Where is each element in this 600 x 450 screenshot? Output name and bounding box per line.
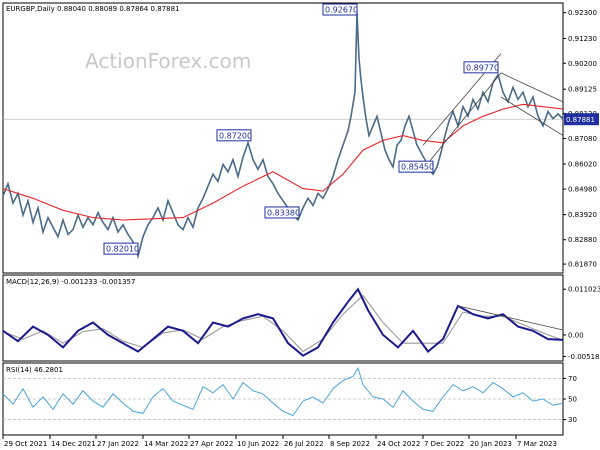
main-y-tick-label: 0.91230 xyxy=(568,35,597,43)
annotation-label: 0.92670 xyxy=(325,6,358,15)
macd-panel-label: MACD(12,26,9) -0.001233 -0.001357 xyxy=(6,278,135,286)
macd-y-tick-label: -0.005182 xyxy=(568,353,600,361)
current-price-box xyxy=(564,113,599,126)
annotation-label: 0.82010 xyxy=(106,245,139,254)
annotation-box xyxy=(463,61,499,74)
x-tick-label: 29 Oct 2021 xyxy=(4,440,47,448)
current-price-label: 0.87881 xyxy=(566,116,595,124)
rsi-y-tick-label: 50 xyxy=(568,396,577,404)
rsi-line xyxy=(2,366,564,417)
x-tick-label: 10 Jun 2022 xyxy=(237,440,279,448)
annotation-label: 0.87200 xyxy=(219,131,252,140)
moving-average-line xyxy=(2,103,564,221)
x-tick-label: 14 Mar 2022 xyxy=(144,440,188,448)
macd-signal-line xyxy=(2,294,564,353)
annotation-box xyxy=(216,129,252,142)
rsi-plot-area xyxy=(2,366,564,420)
price-series xyxy=(2,12,564,259)
x-tick-label: 27 Jan 2022 xyxy=(97,440,139,448)
main-y-tick-label: 0.83920 xyxy=(568,211,597,219)
main-plot-area: 0.92670 0.89770 0.87200 0.85450 0.83380 0.820… xyxy=(2,3,599,259)
channel-line xyxy=(500,72,564,103)
annotation-box xyxy=(103,242,139,255)
rsi-y-tick-label: 70 xyxy=(568,375,577,383)
x-tick-label: 14 Dec 2021 xyxy=(51,440,96,448)
channel-line xyxy=(422,72,502,170)
x-tick-label: 7 Mar 2023 xyxy=(517,440,557,448)
main-panel-frame xyxy=(2,2,564,274)
macd-line xyxy=(2,287,564,357)
macd-y-axis: 0.011023 0.00 -0.005182 xyxy=(563,286,600,361)
rsi-y-tick-label: 30 xyxy=(568,416,577,424)
x-tick-label: 26 Jul 2022 xyxy=(284,440,324,448)
annotation-box xyxy=(398,160,434,173)
annotation-box xyxy=(264,206,300,219)
macd-plot-area xyxy=(2,287,564,357)
macd-y-tick-label: 0.011023 xyxy=(568,286,600,294)
main-y-tick-label: 0.90200 xyxy=(568,60,597,68)
main-y-tick-label: 0.84980 xyxy=(568,186,597,194)
main-y-tick-label: 0.87080 xyxy=(568,135,597,143)
main-panel-label: EURGBP,Daily 0.88040 0.88089 0.87864 0.8… xyxy=(6,5,179,13)
macd-y-tick-label: 0.00 xyxy=(568,331,584,339)
main-y-tick-label: 0.86020 xyxy=(568,161,597,169)
main-y-tick-label: 0.82880 xyxy=(568,236,597,244)
main-y-axis: 0.923000.912300.902000.891250.881200.870… xyxy=(563,9,597,269)
annotation-label: 0.83380 xyxy=(267,208,300,217)
rsi-y-axis: 70 50 30 xyxy=(563,375,577,424)
main-y-tick-label: 0.81870 xyxy=(568,261,597,269)
x-tick-label: 20 Jan 2023 xyxy=(470,440,512,448)
x-tick-label: 27 Apr 2022 xyxy=(190,440,233,448)
macd-trendline xyxy=(457,305,564,331)
x-axis: 29 Oct 2021 14 Dec 2021 27 Jan 2022 14 Mar … xyxy=(2,435,557,448)
rsi-panel-label: RSI(14) 46.2801 xyxy=(6,366,63,374)
annotation-label: 0.85450 xyxy=(401,163,434,172)
channel-line xyxy=(500,96,564,136)
annotation-label: 0.89770 xyxy=(466,63,499,72)
main-y-tick-label: 0.92300 xyxy=(568,9,597,17)
macd-panel-frame xyxy=(2,274,564,362)
annotation-box xyxy=(322,3,358,16)
x-tick-label: 24 Oct 2022 xyxy=(377,440,420,448)
x-tick-label: 7 Dec 2022 xyxy=(424,440,464,448)
x-tick-label: 8 Sep 2022 xyxy=(330,440,370,448)
main-y-tick-label: 0.89125 xyxy=(568,86,597,94)
main-watermark: ActionForex.com xyxy=(85,49,251,73)
